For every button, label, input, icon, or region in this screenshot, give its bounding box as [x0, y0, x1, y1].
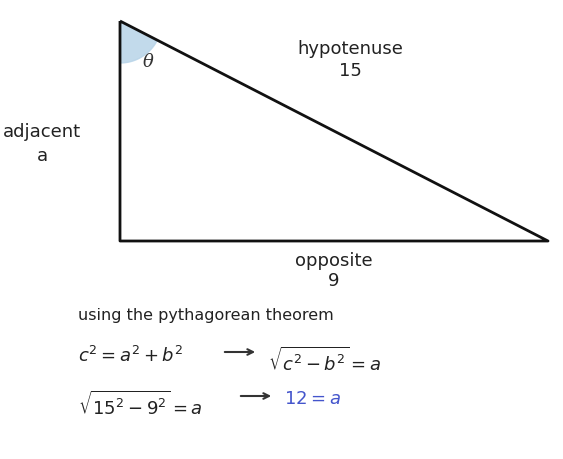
Text: 9: 9	[328, 271, 339, 289]
Text: θ: θ	[142, 53, 154, 71]
Text: $12=a$: $12=a$	[284, 389, 341, 407]
Text: hypotenuse: hypotenuse	[297, 40, 403, 58]
Text: 15: 15	[338, 62, 361, 80]
Polygon shape	[120, 22, 157, 64]
Text: $\sqrt{15^2-9^2}=a$: $\sqrt{15^2-9^2}=a$	[78, 389, 203, 418]
Text: a: a	[37, 147, 47, 165]
Text: $c^2=a^2+b^2$: $c^2=a^2+b^2$	[78, 345, 184, 365]
Text: opposite: opposite	[295, 252, 373, 269]
Text: adjacent: adjacent	[3, 123, 81, 141]
Text: $\sqrt{c^2-b^2}=a$: $\sqrt{c^2-b^2}=a$	[268, 345, 381, 374]
Text: using the pythagorean theorem: using the pythagorean theorem	[78, 308, 334, 322]
